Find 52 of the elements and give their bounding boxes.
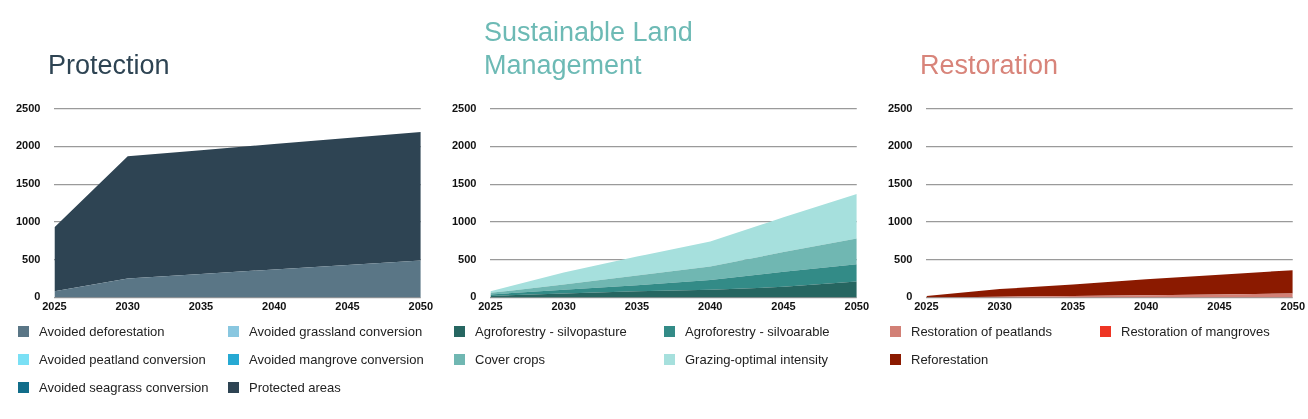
x-tick-label: 2040	[1134, 300, 1159, 313]
x-tick-label: 2025	[42, 300, 67, 313]
x-tick-label: 2035	[188, 300, 214, 313]
y-tick-label: 2500	[15, 101, 41, 114]
chart-title: Sustainable Land Management	[484, 16, 694, 82]
x-tick-label: 2050	[408, 300, 434, 313]
y-tick-label: 500	[458, 252, 477, 265]
y-tick-label: 1000	[15, 214, 41, 227]
legend-label: Agroforestry - silvoarable	[685, 324, 830, 339]
legend-label: Grazing-optimal intensity	[685, 352, 829, 367]
x-tick-label: 2045	[335, 300, 360, 313]
legend-label: Restoration of peatlands	[911, 324, 1052, 339]
y-tick-label: 1500	[451, 177, 477, 190]
chart-title: Restoration	[920, 49, 1060, 82]
legend-label: Avoided seagrass conversion	[39, 380, 209, 395]
x-tick-label: 2045	[1207, 300, 1232, 313]
y-tick-label: 1000	[887, 214, 913, 227]
x-tick-label: 2035	[1060, 300, 1086, 313]
y-tick-label: 1500	[15, 177, 41, 190]
y-tick-label: 2000	[451, 139, 477, 152]
legend-label: Avoided mangrove conversion	[249, 352, 424, 367]
x-tick-label: 2025	[478, 300, 503, 313]
chart-title: Protection	[48, 49, 171, 82]
y-tick-label: 1500	[887, 177, 913, 190]
y-tick-label: 2500	[451, 101, 477, 114]
y-tick-label: 500	[894, 252, 913, 265]
y-tick-label: 2000	[15, 139, 41, 152]
y-tick-label: 500	[22, 252, 41, 265]
x-tick-label: 2035	[624, 300, 650, 313]
legend-label: Restoration of mangroves	[1121, 324, 1270, 339]
x-tick-label: 2045	[771, 300, 796, 313]
legend-label: Avoided grassland conversion	[249, 324, 423, 339]
x-tick-label: 2030	[551, 300, 576, 313]
x-tick-label: 2050	[1280, 300, 1306, 313]
x-tick-label: 2030	[115, 300, 140, 313]
y-tick-label: 0	[906, 290, 913, 303]
legend-label: Cover crops	[475, 352, 546, 367]
legend-label: Avoided deforestation	[39, 324, 165, 339]
y-tick-label: 2000	[887, 139, 913, 152]
y-tick-label: 1000	[451, 214, 477, 227]
x-tick-label: 2040	[698, 300, 723, 313]
legend-label: Agroforestry - silvopasture	[475, 324, 627, 339]
legend-label: Avoided peatland conversion	[39, 352, 206, 367]
x-tick-label: 2025	[914, 300, 939, 313]
x-tick-label: 2040	[262, 300, 287, 313]
y-tick-label: 0	[470, 290, 477, 303]
y-tick-label: 2500	[887, 101, 913, 114]
y-tick-label: 0	[34, 290, 41, 303]
legend-label: Protected areas	[249, 380, 341, 395]
x-tick-label: 2030	[987, 300, 1012, 313]
x-tick-label: 2050	[844, 300, 870, 313]
legend-label: Reforestation	[911, 352, 989, 367]
